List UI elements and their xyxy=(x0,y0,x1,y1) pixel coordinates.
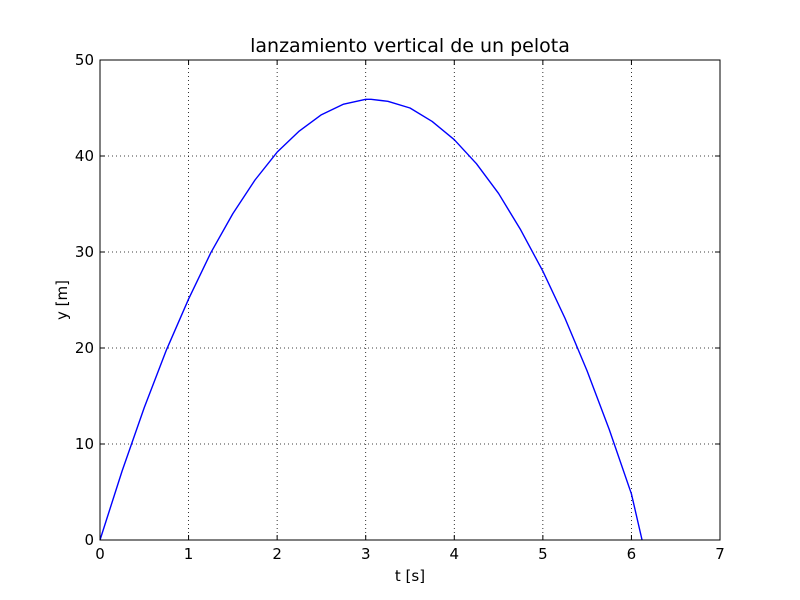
x-tick-label: 2 xyxy=(272,545,282,563)
y-tick-label: 30 xyxy=(75,243,94,261)
x-tick-label: 4 xyxy=(450,545,460,563)
y-axis-label: y [m] xyxy=(53,280,71,320)
data-series xyxy=(99,98,643,541)
x-tick-label: 1 xyxy=(184,545,194,563)
x-axis-label: t [s] xyxy=(395,567,425,585)
plot-area xyxy=(100,60,720,540)
x-tick-label: 0 xyxy=(95,545,105,563)
axis-ticks: 0 1 2 3 4 5 6 7 0 10 20 30 40 50 xyxy=(75,51,725,563)
y-tick-label: 40 xyxy=(75,147,94,165)
x-tick-label: 5 xyxy=(538,545,548,563)
series-line xyxy=(99,98,643,541)
y-tick-label: 0 xyxy=(84,531,94,549)
x-tick-label: 3 xyxy=(361,545,371,563)
plot-frame xyxy=(99,59,721,541)
x-tick-label: 6 xyxy=(627,545,637,563)
y-tick-label: 20 xyxy=(75,339,94,357)
chart-title: lanzamiento vertical de un pelota xyxy=(250,35,570,57)
x-tick-label: 7 xyxy=(715,545,725,563)
y-tick-label: 10 xyxy=(75,435,94,453)
y-tick-label: 50 xyxy=(75,51,94,69)
